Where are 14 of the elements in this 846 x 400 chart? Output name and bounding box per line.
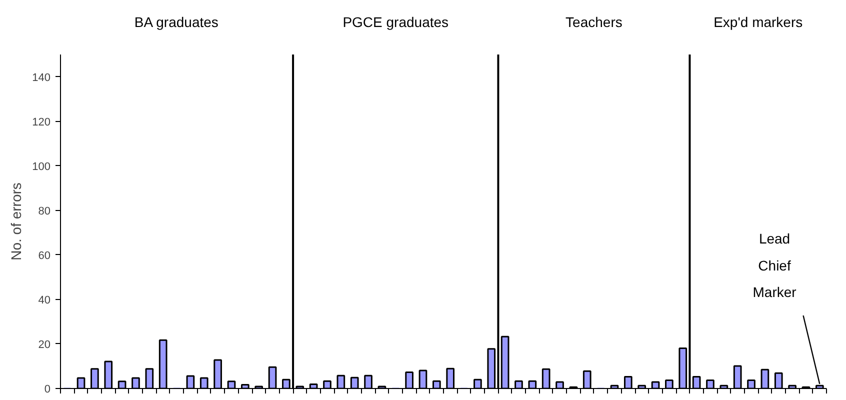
- y-tick-label: 0: [44, 384, 51, 396]
- y-tick-label: 100: [32, 160, 51, 173]
- y-tick-label: 140: [32, 72, 51, 84]
- y-tick-label: 80: [38, 205, 51, 218]
- text: BA graduates: [134, 14, 218, 30]
- y-tick-label: 60: [38, 250, 51, 262]
- text: PGCE graduates: [342, 14, 449, 30]
- text: Teachers: [566, 14, 622, 30]
- y-tick-label: 20: [38, 338, 51, 351]
- annotation: Lead Chief Marker: [752, 230, 797, 300]
- text: Exp'd markers: [714, 14, 803, 30]
- y-tick-label: 40: [38, 294, 51, 306]
- y-tick-label: 120: [32, 116, 51, 128]
- y-axis-title: No. of errors: [8, 182, 24, 260]
